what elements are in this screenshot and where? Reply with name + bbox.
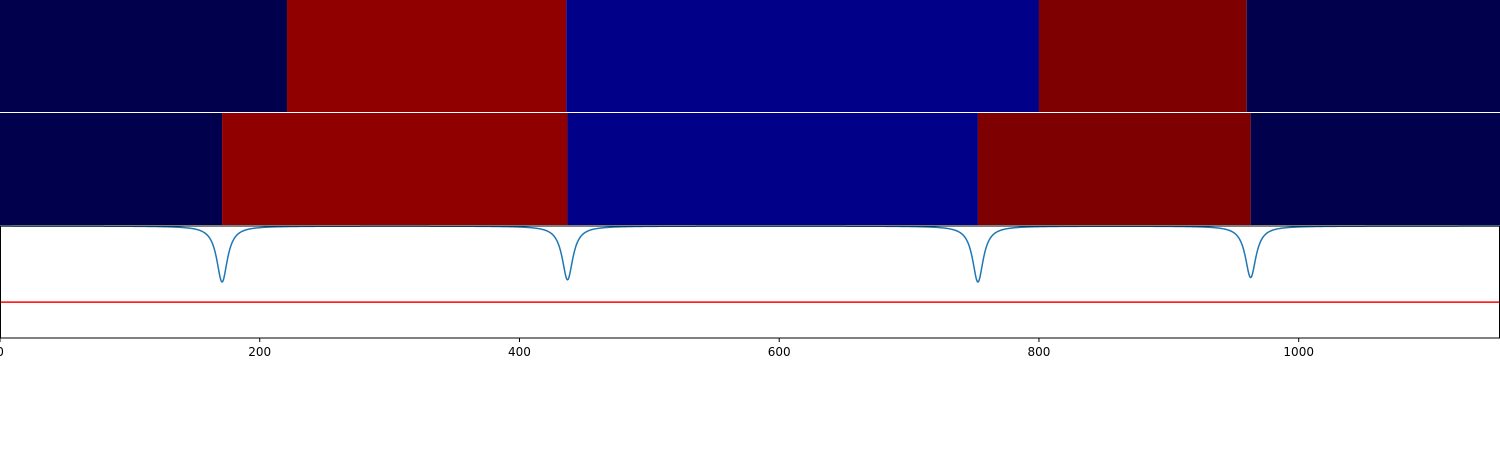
segment-row-1-block-4	[1250, 113, 1500, 225]
x-tick-label-4: 800	[1028, 345, 1051, 359]
segment-row-1-block-0	[0, 113, 223, 225]
signal-panel	[0, 225, 1500, 303]
x-tick-label-0: 0	[0, 345, 4, 359]
panel-frames	[0, 225, 1500, 339]
signal-panel-frame	[0, 225, 1500, 339]
x-tick-label-1: 200	[248, 345, 271, 359]
segment-row-1-block-2	[567, 113, 978, 225]
segment-row-1-block-3	[977, 113, 1251, 225]
segment-row-0-block-1	[287, 0, 567, 112]
x-tick-label-5: 1000	[1283, 345, 1314, 359]
x-tick-label-2: 400	[508, 345, 531, 359]
segment-row-bottom	[0, 113, 1500, 225]
segment-row-0-block-2	[566, 0, 1039, 112]
x-tick-label-3: 600	[768, 345, 791, 359]
segment-row-0-block-4	[1246, 0, 1500, 112]
x-axis: 0 200 400 600 800 1000	[0, 338, 1314, 359]
signal-line	[0, 225, 1500, 284]
segment-row-1-block-1	[222, 113, 568, 225]
segment-row-0-block-3	[1038, 0, 1247, 112]
segment-row-top	[0, 0, 1500, 112]
segment-row-0-block-0	[0, 0, 288, 112]
